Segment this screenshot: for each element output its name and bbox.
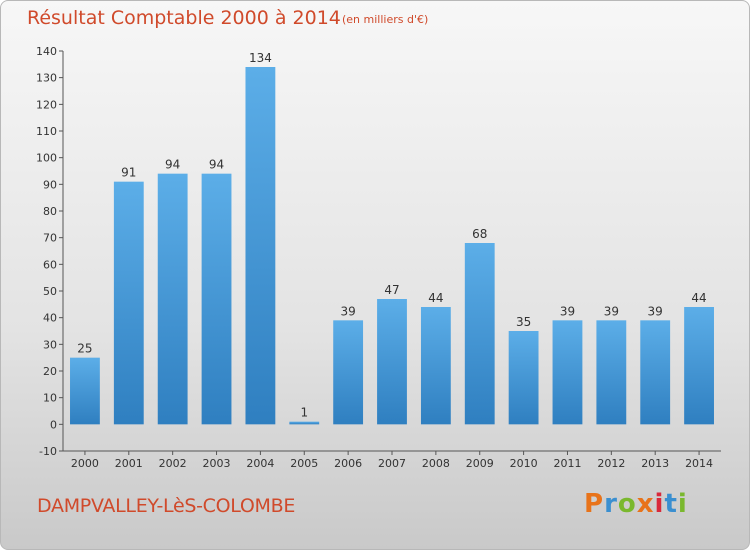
x-tick-label-2001: 2001 bbox=[115, 457, 143, 470]
data-label-2003: 94 bbox=[209, 158, 224, 172]
bar-2009 bbox=[464, 243, 495, 425]
y-tick-label: 40 bbox=[43, 312, 57, 325]
y-tick-label: 70 bbox=[43, 232, 57, 245]
x-tick-label-2010: 2010 bbox=[510, 457, 538, 470]
y-tick-label: 50 bbox=[43, 285, 57, 298]
bar-2014 bbox=[684, 307, 714, 425]
data-label-2014: 44 bbox=[691, 291, 706, 305]
data-label-2012: 39 bbox=[604, 304, 619, 318]
data-label-2001: 91 bbox=[121, 166, 136, 180]
y-tick-label: 80 bbox=[43, 205, 57, 218]
bar-2012 bbox=[596, 320, 627, 425]
data-label-2006: 39 bbox=[340, 304, 355, 318]
x-tick-label-2002: 2002 bbox=[159, 457, 187, 470]
data-label-2010: 35 bbox=[516, 315, 531, 329]
y-tick-label: 130 bbox=[36, 72, 57, 85]
x-tick-label-2012: 2012 bbox=[597, 457, 625, 470]
data-label-2004: 134 bbox=[249, 51, 272, 65]
chart-title: Résultat Comptable 2000 à 2014 bbox=[27, 7, 341, 29]
bar-2005 bbox=[289, 421, 320, 425]
chart-bars bbox=[70, 67, 714, 425]
x-tick-label-2009: 2009 bbox=[466, 457, 494, 470]
y-tick-label: 30 bbox=[43, 338, 57, 351]
logo-letter: P bbox=[584, 489, 605, 519]
x-tick-label-2014: 2014 bbox=[685, 457, 713, 470]
y-tick-label: 110 bbox=[36, 125, 57, 138]
y-tick-label: 0 bbox=[50, 418, 57, 431]
bar-2006 bbox=[333, 320, 364, 425]
data-label-2008: 44 bbox=[428, 291, 443, 305]
chart-subtitle: (en milliers d'€) bbox=[342, 13, 429, 26]
x-tick-label-2006: 2006 bbox=[334, 457, 362, 470]
logo-letter: x bbox=[636, 489, 655, 519]
bar-2007 bbox=[377, 299, 407, 425]
bar-2000 bbox=[70, 357, 100, 425]
x-tick-label-2011: 2011 bbox=[553, 457, 581, 470]
data-label-2005: 1 bbox=[300, 406, 308, 420]
x-tick-label-2007: 2007 bbox=[378, 457, 406, 470]
chart-axes: -10 0 10 20 30 40 50 60 70 80 90 100 110 120 130 140 200… bbox=[36, 45, 721, 470]
data-label-2013: 39 bbox=[648, 304, 663, 318]
proxiti-logo: Proxiti bbox=[584, 489, 688, 519]
y-tick-label: 20 bbox=[43, 365, 57, 378]
x-tick-label-2000: 2000 bbox=[71, 457, 99, 470]
bar-2013 bbox=[640, 320, 671, 425]
bar-2001 bbox=[113, 181, 144, 425]
x-tick-label-2005: 2005 bbox=[290, 457, 318, 470]
logo-letter: r bbox=[604, 489, 618, 519]
bar-2008 bbox=[420, 307, 451, 425]
bar-2002 bbox=[157, 173, 188, 425]
y-tick-label: -10 bbox=[39, 445, 57, 458]
data-label-2009: 68 bbox=[472, 227, 487, 241]
logo-letter: i bbox=[654, 489, 665, 519]
data-label-2007: 47 bbox=[384, 283, 399, 297]
logo-letter: i bbox=[677, 489, 688, 519]
bar-2003 bbox=[201, 173, 232, 425]
chart-labels: 25 91 94 94 134 1 39 47 44 68 35 39 39 39 44 bbox=[77, 51, 706, 420]
x-tick-label-2008: 2008 bbox=[422, 457, 450, 470]
bar-2004 bbox=[245, 67, 276, 425]
x-tick-label-2003: 2003 bbox=[203, 457, 231, 470]
data-label-2000: 25 bbox=[77, 342, 92, 356]
bar-2011 bbox=[552, 320, 583, 425]
y-tick-label: 100 bbox=[36, 152, 57, 165]
data-label-2002: 94 bbox=[165, 158, 180, 172]
x-tick-label-2004: 2004 bbox=[246, 457, 274, 470]
logo-letter: t bbox=[664, 489, 678, 519]
y-tick-label: 90 bbox=[43, 178, 57, 191]
commune-name: DAMPVALLEY-LèS-COLOMBE bbox=[37, 495, 296, 517]
bar-2010 bbox=[508, 331, 539, 425]
y-tick-label: 120 bbox=[36, 98, 57, 111]
data-label-2011: 39 bbox=[560, 304, 575, 318]
logo-letter: o bbox=[617, 489, 637, 519]
y-tick-label: 140 bbox=[36, 45, 57, 58]
y-tick-label: 60 bbox=[43, 258, 57, 271]
x-tick-label-2013: 2013 bbox=[641, 457, 669, 470]
y-tick-label: 10 bbox=[43, 392, 57, 405]
